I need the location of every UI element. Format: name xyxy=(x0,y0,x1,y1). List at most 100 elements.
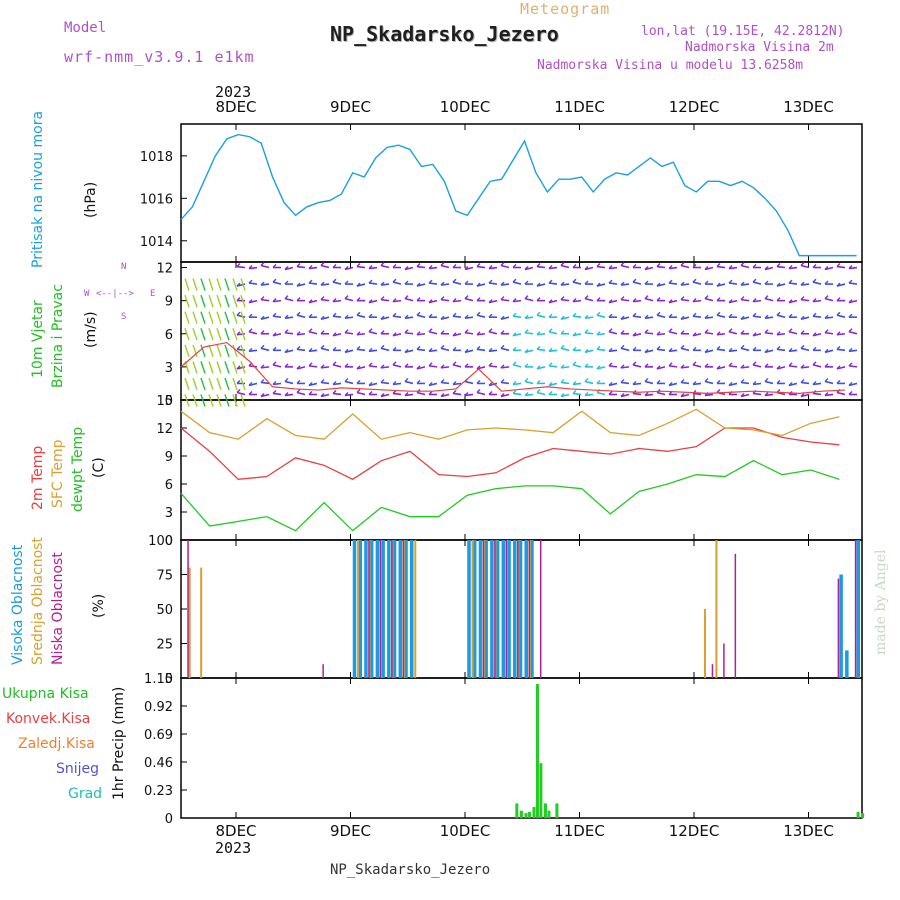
precip-bar xyxy=(527,811,531,818)
wind-arrow-head xyxy=(296,345,301,350)
wind-arrow xyxy=(184,328,190,341)
precip-bar xyxy=(539,763,543,818)
wind-arrow xyxy=(452,281,462,285)
wind-arrow xyxy=(404,266,414,271)
wind-arrow-head xyxy=(332,389,337,394)
cloud-low-bar xyxy=(734,553,737,678)
wind-arrow-head xyxy=(272,312,277,317)
wind-arrow xyxy=(200,294,206,308)
wind-arrow-head xyxy=(308,390,313,395)
wind-arrow xyxy=(728,330,738,335)
wind-arrow xyxy=(608,330,618,335)
wind-arrow xyxy=(452,299,462,303)
wind-arrow xyxy=(216,361,222,374)
wind-arrow-head xyxy=(512,298,517,303)
wind-arrow-head xyxy=(476,297,481,302)
wind-arrow xyxy=(536,391,546,396)
wind-arrow xyxy=(272,281,282,285)
wind-arrow-head xyxy=(764,391,769,396)
wind-arrow xyxy=(524,393,534,397)
wind-arrow xyxy=(208,377,214,391)
wind-arrow-head xyxy=(476,331,481,336)
precip-bar xyxy=(547,810,551,818)
wind-arrow xyxy=(272,299,282,303)
wind-arrow xyxy=(392,364,402,368)
wind-arrow-head xyxy=(800,281,805,286)
wind-arrow-head xyxy=(728,299,733,304)
wind-arrow-head xyxy=(644,314,649,319)
wind-arrow-head xyxy=(632,361,637,366)
wind-arrow-head xyxy=(536,331,541,336)
wind-arrow-head xyxy=(812,346,817,351)
wind-arrow-head xyxy=(332,278,337,283)
wind-arrow xyxy=(848,282,858,285)
wind-arrow xyxy=(416,391,426,396)
wind-arrow-head xyxy=(464,295,469,300)
wind-arrow xyxy=(728,266,738,270)
wind-arrow xyxy=(752,315,762,318)
wind-arrow xyxy=(380,393,390,398)
wind-arrow xyxy=(344,349,354,354)
wind-arrow-head xyxy=(404,314,409,319)
wind-arrow xyxy=(764,380,774,385)
wind-arrow xyxy=(656,283,666,287)
wind-arrow-head xyxy=(512,278,517,283)
wind-arrow xyxy=(740,366,750,369)
wind-arrow xyxy=(452,364,462,368)
y-tick-label: 0 xyxy=(165,812,173,827)
wind-arrow xyxy=(476,366,486,370)
wind-arrow-head xyxy=(704,363,709,368)
wind-arrow xyxy=(368,266,378,270)
wind-arrow-head xyxy=(476,379,481,384)
wind-arrow xyxy=(260,381,270,385)
cloud-low-bar xyxy=(402,540,405,678)
model-label: Model xyxy=(64,20,107,36)
wind-arrow-head xyxy=(584,314,589,319)
wind-arrow xyxy=(452,332,462,337)
wind-arrow-head xyxy=(644,295,649,300)
wind-arrow-head xyxy=(488,390,493,395)
wind-arrow-head xyxy=(572,380,577,385)
wind-arrow xyxy=(240,278,246,291)
wind-arrow xyxy=(560,381,570,385)
wind-arrow-head xyxy=(500,392,505,397)
cloud-high-bar xyxy=(369,540,374,678)
wind-arrow xyxy=(572,332,582,337)
cloud-mid-bar xyxy=(357,540,360,678)
wind-arrow-head xyxy=(788,347,793,352)
wind-arrow-head xyxy=(752,346,757,351)
wind-arrow xyxy=(848,299,858,304)
wind-arrow-head xyxy=(596,282,601,287)
wind-arrow-head xyxy=(596,331,601,336)
wind-arrow xyxy=(404,331,414,335)
wind-arrow-head xyxy=(608,381,613,386)
wind-arrow xyxy=(428,365,438,368)
wind-arrow xyxy=(560,316,570,320)
wind-arrow xyxy=(704,331,714,335)
wind-arrow-head xyxy=(668,265,673,270)
wind-arrow-head xyxy=(680,364,685,369)
wind-arrow-head xyxy=(524,266,529,271)
wind-arrow-head xyxy=(572,332,577,337)
compass-e: E xyxy=(150,289,156,299)
wind-arrow xyxy=(440,264,450,269)
wind-arrow xyxy=(216,311,222,324)
wind-arrow-head xyxy=(404,391,409,396)
wind-arrow xyxy=(344,297,354,302)
wind-arrow-head xyxy=(776,365,781,370)
wind-arrow xyxy=(356,332,366,336)
wind-arrow xyxy=(284,331,294,335)
wind-arrow xyxy=(380,283,390,286)
wind-arrow-head xyxy=(668,328,673,333)
wind-arrow-head xyxy=(764,266,769,271)
wind-arrow xyxy=(644,331,654,335)
wind-arrow xyxy=(368,365,378,368)
wind-arrow-head xyxy=(416,365,421,370)
wind-arrow xyxy=(704,380,714,385)
wind-arrow-head xyxy=(812,278,817,283)
wind-arrow-head xyxy=(704,329,709,334)
wind-arrow-head xyxy=(620,281,625,286)
wind-arrow xyxy=(208,361,214,374)
wind-arrow-head xyxy=(620,296,625,301)
date-label-bottom: 13DEC xyxy=(783,822,834,840)
